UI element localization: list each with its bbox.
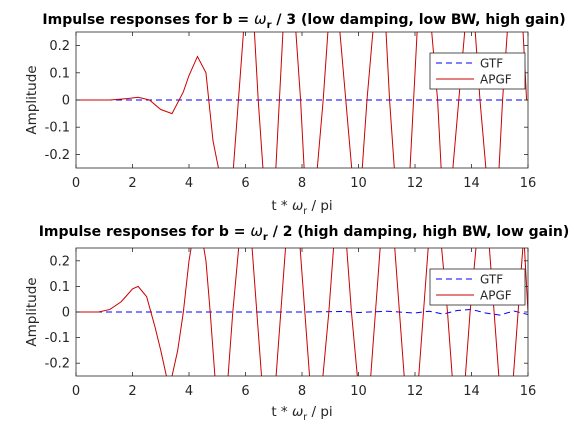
x-tick-label: 0 bbox=[72, 176, 80, 191]
y-tick-label: -0.2 bbox=[45, 357, 70, 372]
x-tick-label: 10 bbox=[350, 176, 367, 191]
x-tick-label: 4 bbox=[185, 176, 193, 191]
series-line-gtf bbox=[76, 308, 528, 316]
y-tick-label: 0.1 bbox=[49, 280, 70, 295]
x-tick-label: 14 bbox=[463, 176, 480, 191]
y-tick-label: 0 bbox=[62, 94, 70, 109]
legend: GTF APGF bbox=[429, 52, 526, 90]
x-axis-label: t * ωr / pi bbox=[271, 404, 332, 423]
y-tick-label: 0 bbox=[62, 306, 70, 321]
legend: GTF APGF bbox=[429, 268, 526, 306]
series-group bbox=[76, 248, 528, 376]
chart-title: Impulse responses for b = ωr / 3 (low da… bbox=[42, 10, 565, 31]
chart-title: Impulse responses for b = ωr / 2 (high d… bbox=[39, 222, 570, 243]
x-tick-label: 2 bbox=[128, 384, 136, 399]
y-tick-label: 0.2 bbox=[49, 39, 70, 54]
x-tick-label: 14 bbox=[463, 384, 480, 399]
y-axis-label: Amplitude bbox=[24, 65, 40, 134]
x-tick-label: 12 bbox=[407, 176, 424, 191]
x-tick-label: 4 bbox=[185, 384, 193, 399]
legend-label-gtf: GTF bbox=[480, 273, 503, 287]
y-axis-label: Amplitude bbox=[24, 277, 40, 346]
series-line-apgf bbox=[76, 248, 528, 376]
chart-panel-1: 0 2 4 6 8 10 12 14 16 -0.2 -0.1 0 0.1 0.2 Impulse resp… bbox=[24, 10, 566, 217]
y-tick-label: -0.2 bbox=[45, 148, 70, 163]
y-tick-label: 0.1 bbox=[49, 66, 70, 81]
x-tick-label: 16 bbox=[520, 384, 537, 399]
x-tick-label: 8 bbox=[298, 384, 306, 399]
x-tick-label: 2 bbox=[128, 176, 136, 191]
y-tick-label: 0.2 bbox=[49, 254, 70, 269]
x-tick-label: 6 bbox=[241, 176, 249, 191]
x-tick-label: 10 bbox=[350, 384, 367, 399]
legend-label-gtf: GTF bbox=[480, 57, 503, 71]
y-tick-label: -0.1 bbox=[45, 121, 70, 136]
x-axis-label: t * ωr / pi bbox=[271, 198, 332, 217]
legend-label-apgf: APGF bbox=[480, 73, 512, 87]
x-tick-label: 12 bbox=[407, 384, 424, 399]
legend-box bbox=[429, 268, 526, 306]
x-tick-label: 8 bbox=[298, 176, 306, 191]
chart-panel-2: 0 2 4 6 8 10 12 14 16 -0.2 -0.1 0 0.1 0.2 Impulse resp… bbox=[24, 222, 570, 423]
series-line-apgf bbox=[76, 32, 528, 168]
legend-box bbox=[429, 52, 526, 90]
x-tick-label: 0 bbox=[72, 384, 80, 399]
y-tick-label: -0.1 bbox=[45, 331, 70, 346]
x-tick-label: 6 bbox=[241, 384, 249, 399]
series-group bbox=[76, 32, 528, 168]
legend-label-apgf: APGF bbox=[480, 289, 512, 303]
x-tick-label: 16 bbox=[520, 176, 537, 191]
